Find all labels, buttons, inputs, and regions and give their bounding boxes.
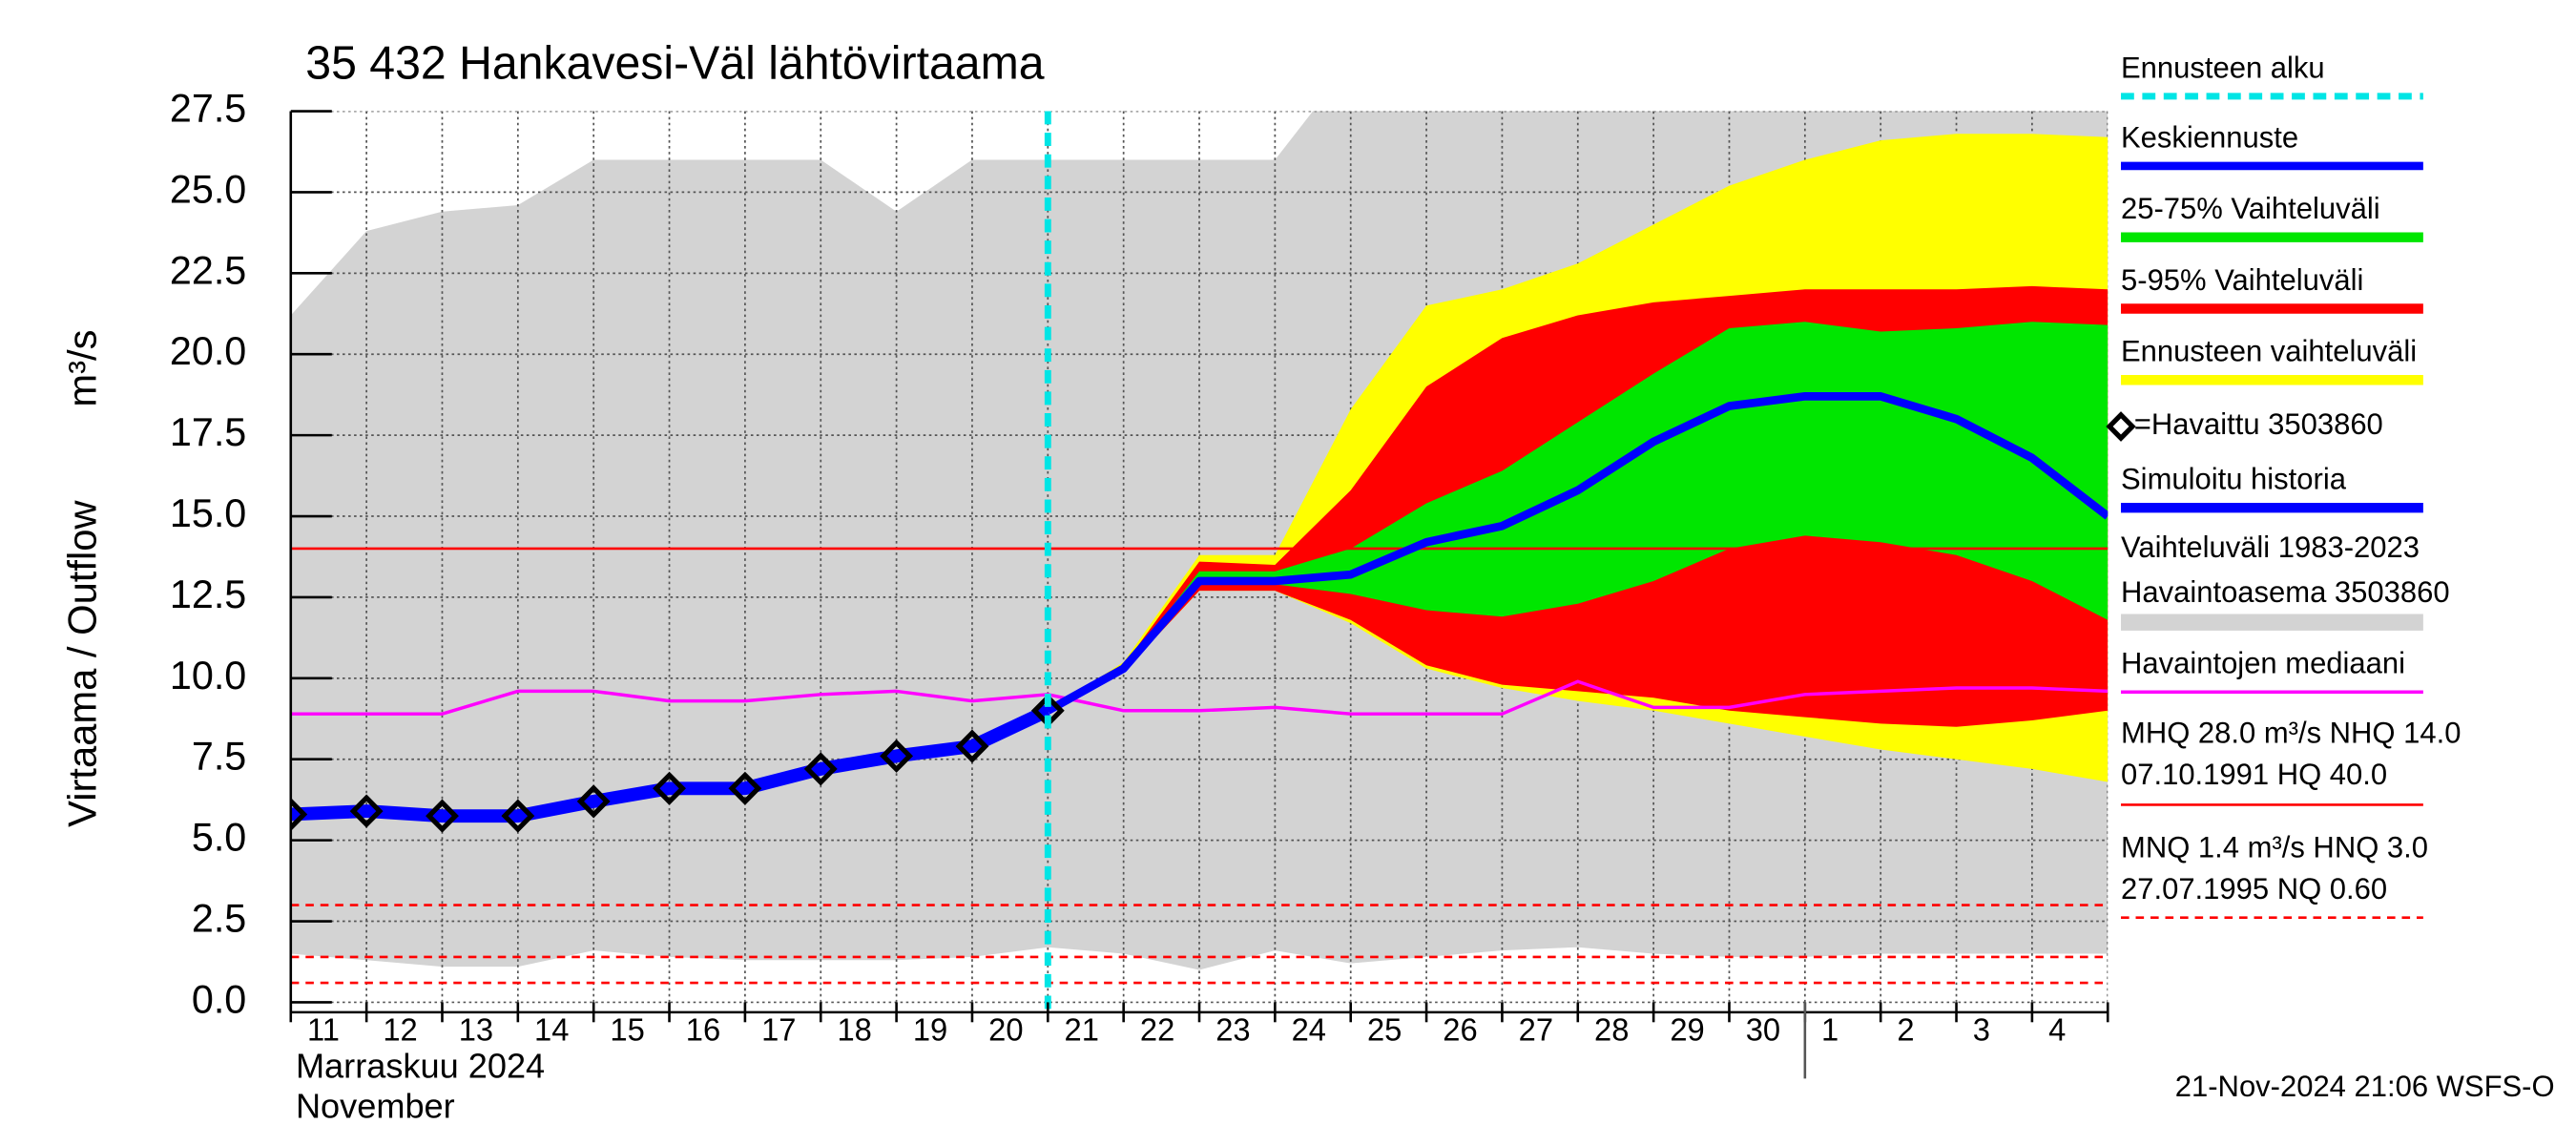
y-tick-label: 2.5 xyxy=(192,895,246,940)
legend-label: 27.07.1995 NQ 0.60 xyxy=(2121,872,2387,906)
x-tick-label: 14 xyxy=(534,1011,569,1047)
y-tick-label: 27.5 xyxy=(170,85,246,130)
legend-label: Ennusteen vaihteluväli xyxy=(2121,335,2417,368)
x-tick-label: 12 xyxy=(383,1011,417,1047)
x-tick-label: 17 xyxy=(761,1011,796,1047)
legend-label: 5-95% Vaihteluväli xyxy=(2121,263,2363,297)
observed-point xyxy=(349,794,384,828)
observed-point xyxy=(290,797,308,832)
month-label: Marraskuu 2024 xyxy=(296,1046,545,1085)
series-line xyxy=(1046,392,2109,715)
x-tick-label: 27 xyxy=(1519,1011,1553,1047)
legend-label: Simuloitu historia xyxy=(2121,462,2347,495)
legend-label: Ennusteen alku xyxy=(2121,51,2325,84)
plot-area xyxy=(290,111,2109,1004)
x-tick-label: 29 xyxy=(1670,1011,1704,1047)
y-tick-label: 15.0 xyxy=(170,490,246,535)
y-axis-unit: m³/s xyxy=(60,330,105,407)
legend-label: Vaihteluväli 1983-2023 xyxy=(2121,531,2420,564)
y-tick-label: 17.5 xyxy=(170,409,246,454)
y-tick-label: 5.0 xyxy=(192,814,246,859)
x-tick-label: 22 xyxy=(1140,1011,1174,1047)
observed-point xyxy=(728,771,762,805)
legend-label: 25-75% Vaihteluväli xyxy=(2121,192,2380,225)
legend-marker xyxy=(2106,411,2136,442)
observed-point xyxy=(880,739,914,773)
x-tick-label: 30 xyxy=(1746,1011,1780,1047)
y-tick-label: 12.5 xyxy=(170,572,246,616)
x-tick-label: 4 xyxy=(2048,1011,2066,1047)
y-tick-label: 20.0 xyxy=(170,328,246,373)
legend-label: 07.10.1991 HQ 40.0 xyxy=(2121,758,2387,791)
x-tick-label: 21 xyxy=(1065,1011,1099,1047)
x-tick-label: 18 xyxy=(837,1011,871,1047)
x-tick-label: 28 xyxy=(1594,1011,1629,1047)
observed-point xyxy=(803,752,838,786)
series-line xyxy=(290,704,1051,823)
legend-label: Havaintoasema 3503860 xyxy=(2121,575,2450,609)
month-label: November xyxy=(296,1086,455,1125)
x-tick-label: 13 xyxy=(459,1011,493,1047)
y-tick-label: 25.0 xyxy=(170,166,246,211)
legend-label: Keskiennuste xyxy=(2121,120,2298,154)
chart-title: 35 432 Hankavesi-Väl lähtövirtaama xyxy=(305,37,1044,89)
y-tick-label: 0.0 xyxy=(192,976,246,1021)
legend-label: MNQ 1.4 m³/s HNQ 3.0 xyxy=(2121,831,2428,864)
observed-point xyxy=(426,799,459,833)
x-tick-label: 20 xyxy=(988,1011,1023,1047)
x-tick-label: 23 xyxy=(1215,1011,1250,1047)
y-tick-label: 10.0 xyxy=(170,653,246,697)
series-line xyxy=(290,679,2109,716)
y-tick-label: 7.5 xyxy=(192,734,246,779)
legend-label: MHQ 28.0 m³/s NHQ 14.0 xyxy=(2121,717,2461,750)
observed-point xyxy=(955,729,989,763)
x-tick-label: 19 xyxy=(913,1011,947,1047)
y-tick-label: 22.5 xyxy=(170,247,246,292)
observed-point xyxy=(576,784,611,819)
x-tick-label: 11 xyxy=(307,1011,340,1047)
timestamp: 21-Nov-2024 21:06 WSFS-O xyxy=(2175,1070,2555,1103)
x-tick-label: 25 xyxy=(1367,1011,1402,1047)
range-band xyxy=(1048,322,2109,711)
x-tick-label: 26 xyxy=(1443,1011,1477,1047)
x-tick-label: 24 xyxy=(1292,1011,1326,1047)
x-tick-label: 1 xyxy=(1821,1011,1839,1047)
y-axis-label: Virtaama / Outflow xyxy=(60,499,105,826)
x-tick-label: 2 xyxy=(1897,1011,1914,1047)
x-tick-label: 16 xyxy=(686,1011,720,1047)
observed-point xyxy=(501,799,535,833)
legend-label: =Havaittu 3503860 xyxy=(2134,407,2383,441)
legend-label: Havaintojen mediaani xyxy=(2121,647,2405,680)
observed-point xyxy=(653,771,686,805)
x-tick-label: 3 xyxy=(1973,1011,1990,1047)
x-tick-label: 15 xyxy=(610,1011,644,1047)
